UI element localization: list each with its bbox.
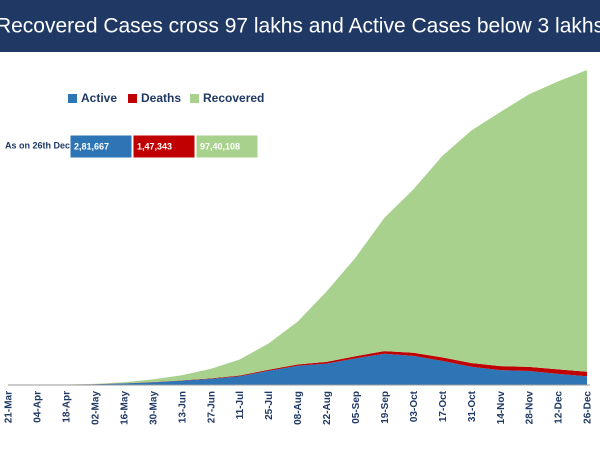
summary-box bbox=[195, 134, 259, 159]
x-tick-label: 22-Aug bbox=[322, 391, 333, 425]
legend-label: Active bbox=[81, 91, 117, 105]
x-tick-label: 04-Apr bbox=[33, 391, 44, 423]
x-tick-label: 14-Nov bbox=[496, 391, 507, 425]
chart-title: Recovered Cases cross 97 lakhs and Activ… bbox=[0, 15, 600, 38]
x-tick-label: 02-May bbox=[90, 391, 101, 425]
x-tick-label: 30-May bbox=[148, 391, 159, 425]
summary-value: 97,40,108 bbox=[200, 141, 240, 151]
x-tick-label: 13-Jun bbox=[177, 391, 188, 423]
x-tick-label: 16-May bbox=[119, 391, 130, 425]
legend-swatch bbox=[68, 94, 77, 103]
summary-value: 2,81,667 bbox=[74, 141, 109, 151]
title-bar bbox=[0, 0, 600, 52]
x-tick-label: 12-Dec bbox=[554, 391, 565, 424]
legend-label: Recovered bbox=[203, 91, 264, 105]
x-tick-label: 26-Dec bbox=[583, 391, 594, 424]
summary-value: 1,47,343 bbox=[137, 141, 172, 151]
x-tick-label: 03-Oct bbox=[409, 390, 420, 422]
area bbox=[8, 70, 587, 385]
x-tick-label: 11-Jul bbox=[235, 391, 246, 420]
x-tick-label: 25-Jul bbox=[264, 391, 275, 420]
x-tick-label: 28-Nov bbox=[525, 391, 536, 425]
x-tick-label: 27-Jun bbox=[206, 391, 217, 423]
x-tick-label: 08-Aug bbox=[293, 391, 304, 425]
x-tick-label: 21-Mar bbox=[4, 391, 15, 423]
legend-swatch bbox=[128, 94, 137, 103]
area bbox=[8, 351, 587, 385]
x-tick-label: 19-Sep bbox=[380, 391, 391, 424]
legend-swatch bbox=[190, 94, 199, 103]
summary-box bbox=[69, 134, 133, 159]
legend-label: Deaths bbox=[141, 91, 181, 105]
x-tick-label: 31-Oct bbox=[467, 390, 478, 422]
summary-box bbox=[132, 134, 196, 159]
x-tick-label: 05-Sep bbox=[351, 391, 362, 424]
summary-label: As on 26th Dec bbox=[5, 140, 70, 150]
x-tick-label: 17-Oct bbox=[438, 390, 449, 422]
area bbox=[8, 353, 587, 385]
x-tick-label: 18-Apr bbox=[62, 391, 73, 423]
